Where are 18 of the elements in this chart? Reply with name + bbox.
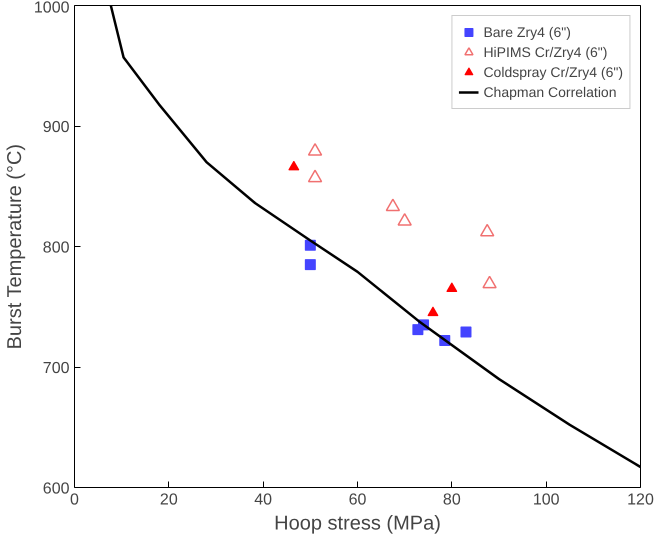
x-tick-label: 120 [627,492,654,508]
x-tick-label: 60 [348,492,366,508]
y-tick-label: 700 [42,360,70,377]
y-tick-label: 900 [42,119,70,136]
x-tick-label: 20 [160,492,178,508]
x-tick-label: 100 [532,492,560,508]
x-tick-label: 0 [70,492,80,508]
y-tick-label: 1000 [34,0,70,16]
y-tick-label: 800 [42,240,70,256]
x-tick-label: 80 [442,492,461,508]
legend-label: Coldspray Cr/Zry4 (6") [483,64,623,80]
y-axis-title: Burst Temperature (°C) [4,144,26,350]
legend-label: Chapman Correlation [483,84,617,100]
legend-label: HiPIMS Cr/Zry4 (6") [483,44,608,60]
y-tick-label: 600 [42,480,70,498]
legend-label: Bare Zry4 (6") [483,24,571,40]
x-tick-label: 40 [254,492,272,508]
x-axis-title: Hoop stress (MPa) [274,512,441,534]
